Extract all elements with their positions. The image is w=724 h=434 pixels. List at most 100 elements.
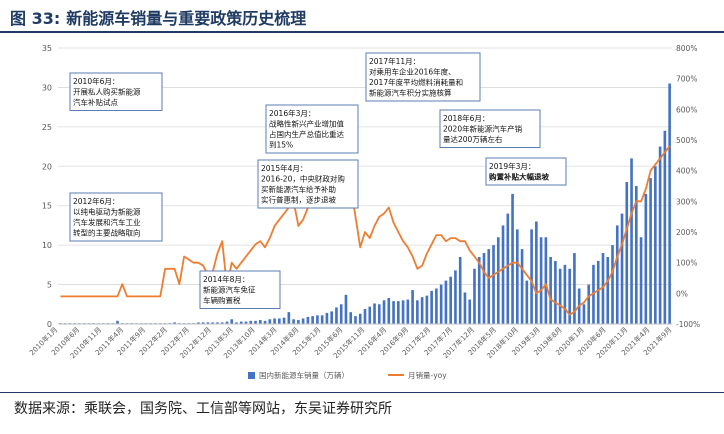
sales-bar (458, 256, 462, 324)
sales-bar (573, 253, 576, 324)
sales-policy-chart: 0 5 10 15 20 25 30 35 -100% 0% 100% 200% 300% 400% 500… (27, 44, 700, 380)
sales-bar (268, 319, 272, 324)
sales-bar (563, 264, 567, 324)
sales-bar (173, 322, 176, 324)
sales-bar (406, 299, 410, 324)
annotation-text: 2020年新能源汽车产销 (443, 124, 523, 134)
annotation-text: 实行普惠制，逐步退坡 (261, 195, 336, 205)
y-right-tick-label: 700% (676, 75, 697, 84)
data-source: 数据来源：乘联会，国务院、工信部等网站，东吴证券研究所 (14, 401, 392, 417)
legend-label-sales: 国内新能源车销量（万辆） (259, 370, 349, 380)
y-left-tick-label: 0 (47, 320, 52, 329)
sales-bar (658, 146, 662, 324)
sales-bar (539, 237, 543, 324)
sales-bar (254, 320, 257, 324)
sales-bar (387, 297, 391, 324)
title-underline (0, 31, 724, 33)
sales-bar (316, 315, 319, 324)
sales-bar (425, 295, 429, 324)
sales-bar (654, 166, 657, 324)
annotation-text: 2017年度平均燃料消耗量和 (369, 77, 463, 87)
annotation-box (365, 52, 481, 102)
sales-bar (263, 320, 267, 324)
annotation-text: 2017年11月： (369, 56, 420, 66)
annotation-box (257, 159, 359, 209)
sales-bar (506, 213, 510, 324)
sales-bar (330, 311, 333, 324)
sales-bar (420, 297, 424, 324)
sales-bar (558, 268, 562, 324)
sales-bar (216, 322, 219, 324)
sales-bar (477, 256, 481, 324)
annotation-text: 购置补贴大幅退坡 (489, 172, 549, 182)
sales-bar (535, 221, 538, 324)
annotation-text: 2016-20，中央财政对购 (261, 174, 345, 184)
sales-bar (663, 130, 667, 324)
sales-bar (230, 319, 234, 324)
sales-bar (211, 322, 214, 324)
sales-bar (668, 83, 671, 324)
annotation-text: 买新能源汽车给予补助 (261, 184, 336, 194)
sales-bar (630, 158, 633, 324)
y-left-tick-label: 15 (42, 202, 52, 211)
sales-bar (301, 318, 305, 324)
sales-bar (449, 276, 452, 324)
annotation-text: 2016年3月： (269, 108, 315, 118)
sales-bar (278, 318, 281, 324)
y-right-tick-label: 400% (676, 167, 697, 176)
annotation-text: 转型的主要战略取向 (73, 228, 141, 238)
annotation-text: 以纯电驱动为新能源 (73, 207, 141, 217)
sales-bar (601, 253, 605, 324)
sales-bar (306, 316, 310, 324)
sales-bar (339, 304, 343, 324)
sales-bar (382, 300, 386, 324)
sales-bar (492, 245, 495, 324)
sales-bar (554, 260, 557, 324)
sales-bar (239, 321, 243, 324)
y-right-tick-label: 100% (676, 259, 697, 268)
y-left-tick-label: 10 (42, 241, 52, 250)
sales-bar (482, 253, 486, 324)
sales-bar (116, 320, 119, 324)
sales-bar (649, 178, 652, 324)
y-right-tick-label: 0% (676, 289, 688, 298)
sales-bar (525, 280, 529, 324)
sales-bar (496, 237, 500, 324)
y-left-tick-label: 30 (42, 83, 52, 92)
sales-bar (344, 294, 348, 324)
y-left-tick-label: 5 (47, 281, 52, 290)
sales-bar (582, 304, 586, 324)
sales-bar (311, 316, 314, 324)
figure-label: 图 33: (10, 9, 61, 28)
sales-bar (639, 237, 643, 324)
sales-bar (201, 322, 205, 324)
y-right-tick-label: 200% (676, 228, 697, 237)
sales-bar (292, 319, 295, 324)
legend: 国内新能源车销量（万辆） 月销量-yoy (248, 370, 447, 380)
sales-bar (473, 268, 476, 324)
sales-bar (587, 284, 591, 324)
sales-bar (615, 225, 619, 324)
legend-label-yoy: 月销量-yoy (408, 370, 447, 380)
sales-bar (373, 303, 376, 324)
sales-bar (358, 313, 362, 324)
sales-bar (544, 237, 548, 324)
annotation-text: 到15% (269, 141, 293, 150)
sales-bar (592, 264, 595, 324)
sales-bars (59, 83, 671, 324)
sales-bar (444, 280, 448, 324)
annotation-box (69, 192, 163, 242)
sales-bar (225, 321, 229, 324)
sales-bar (244, 321, 248, 324)
sales-bar (392, 301, 395, 324)
annotation-text: 2018年6月： (443, 113, 489, 123)
annotation-text: 2014年8月： (203, 274, 249, 284)
sales-bar (368, 306, 372, 324)
sales-bar (625, 182, 629, 324)
sales-bar (235, 322, 238, 324)
sales-bar (220, 322, 224, 324)
sales-bar (520, 249, 524, 324)
annotation-text: 车辆购置税 (203, 295, 241, 305)
annotation-text: 新能源汽车免征 (203, 285, 256, 295)
